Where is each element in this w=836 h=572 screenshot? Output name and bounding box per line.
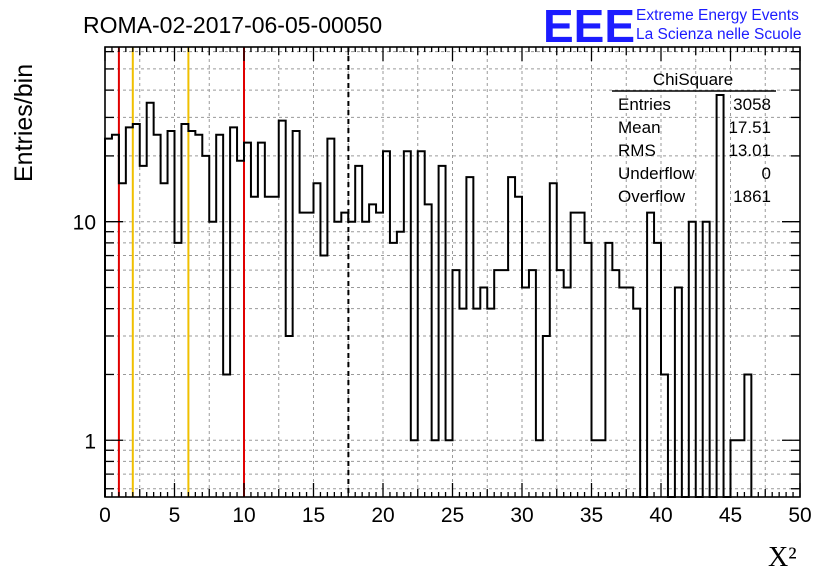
stats-value-mean: 17.51 — [728, 118, 771, 137]
stats-value-entries: 3058 — [733, 95, 771, 114]
x-tick-label: 15 — [302, 504, 325, 527]
axis-ticks: 0 5 10 15 20 25 30 35 40 45 50 1 10 — [73, 47, 812, 527]
stats-label-overflow: Overflow — [618, 187, 686, 206]
x-axis-label: X² — [768, 542, 797, 572]
logo-text: EEE — [543, 0, 635, 52]
x-tick-label: 30 — [510, 504, 533, 527]
stats-box: ChiSquare Entries 3058 Mean 17.51 RMS 13… — [612, 70, 776, 206]
x-tick-label: 5 — [169, 504, 181, 527]
stats-value-rms: 13.01 — [728, 141, 771, 160]
eee-logo: EEE Extreme Energy Events La Scienza nel… — [543, 0, 801, 52]
chart-title: ROMA-02-2017-06-05-00050 — [83, 12, 382, 38]
x-tick-label: 20 — [371, 504, 394, 527]
x-tick-label: 0 — [99, 504, 111, 527]
stats-title: ChiSquare — [653, 70, 733, 89]
y-tick-label: 1 — [84, 430, 96, 453]
logo-subtitle-1: Extreme Energy Events — [636, 7, 799, 24]
logo-subtitle-2: La Scienza nelle Scuole — [636, 26, 801, 43]
y-axis-label: Entries/bin — [10, 64, 38, 182]
x-tick-label: 25 — [441, 504, 464, 527]
y-tick-label: 10 — [73, 212, 96, 235]
stats-value-underflow: 0 — [762, 164, 771, 183]
stats-label-underflow: Underflow — [618, 164, 695, 183]
x-tick-label: 35 — [580, 504, 603, 527]
x-tick-label: 10 — [232, 504, 255, 527]
reference-lines — [117, 47, 350, 497]
x-tick-label: 45 — [719, 504, 742, 527]
x-tick-label: 40 — [649, 504, 672, 527]
stats-label-rms: RMS — [618, 141, 656, 160]
stats-value-overflow: 1861 — [733, 187, 771, 206]
x-tick-label: 50 — [788, 504, 811, 527]
stats-label-entries: Entries — [618, 95, 671, 114]
stats-label-mean: Mean — [618, 118, 661, 137]
